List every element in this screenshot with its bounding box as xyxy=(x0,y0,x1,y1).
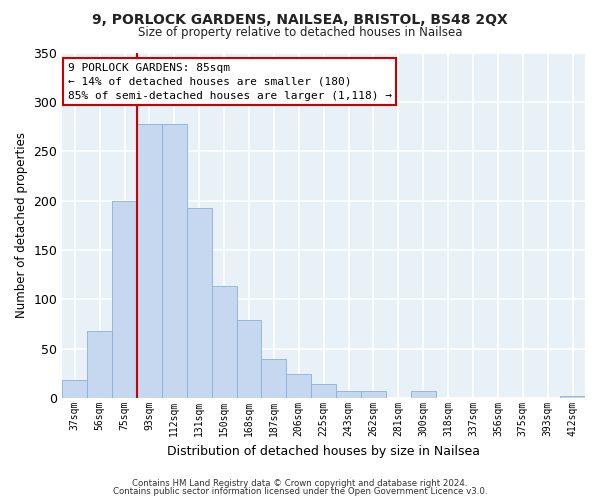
Bar xyxy=(187,208,212,398)
Text: 9, PORLOCK GARDENS, NAILSEA, BRISTOL, BS48 2QX: 9, PORLOCK GARDENS, NAILSEA, BRISTOL, BS… xyxy=(92,12,508,26)
Bar xyxy=(311,384,336,398)
Y-axis label: Number of detached properties: Number of detached properties xyxy=(15,132,28,318)
Bar xyxy=(560,396,585,398)
Bar xyxy=(262,358,286,398)
Bar xyxy=(236,320,262,398)
Text: Size of property relative to detached houses in Nailsea: Size of property relative to detached ho… xyxy=(138,26,462,39)
Bar xyxy=(112,200,137,398)
Bar xyxy=(411,391,436,398)
Text: 9 PORLOCK GARDENS: 85sqm
← 14% of detached houses are smaller (180)
85% of semi-: 9 PORLOCK GARDENS: 85sqm ← 14% of detach… xyxy=(68,63,392,101)
Bar xyxy=(286,374,311,398)
Bar xyxy=(62,380,87,398)
Bar xyxy=(212,286,236,398)
Text: Contains HM Land Registry data © Crown copyright and database right 2024.: Contains HM Land Registry data © Crown c… xyxy=(132,478,468,488)
Bar xyxy=(162,124,187,398)
Bar xyxy=(361,391,386,398)
X-axis label: Distribution of detached houses by size in Nailsea: Distribution of detached houses by size … xyxy=(167,444,480,458)
Text: Contains public sector information licensed under the Open Government Licence v3: Contains public sector information licen… xyxy=(113,487,487,496)
Bar xyxy=(336,391,361,398)
Bar xyxy=(87,331,112,398)
Bar xyxy=(137,124,162,398)
